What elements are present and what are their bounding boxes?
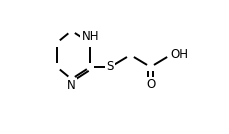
Text: OH: OH xyxy=(170,48,188,62)
Text: N: N xyxy=(67,79,76,92)
Text: S: S xyxy=(106,60,114,74)
Text: NH: NH xyxy=(81,30,98,43)
Text: O: O xyxy=(145,78,155,91)
